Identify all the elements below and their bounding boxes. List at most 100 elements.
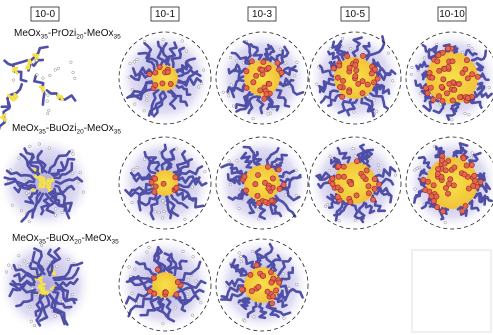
curcumin: [253, 182, 258, 187]
water-dot: [57, 67, 60, 70]
water-dot: [240, 260, 243, 263]
water-dot: [143, 109, 146, 112]
curcumin: [354, 193, 359, 198]
curcumin: [441, 77, 446, 82]
curcumin: [442, 66, 447, 71]
curcumin: [152, 291, 157, 296]
micelle: [404, 30, 493, 126]
water-dot: [202, 69, 205, 72]
water-dot: [146, 95, 149, 98]
curcumin: [244, 85, 249, 90]
water-dot: [341, 37, 344, 40]
column-header: 10-3: [252, 9, 272, 20]
curcumin: [258, 88, 263, 93]
curcumin: [436, 94, 441, 99]
water-dot: [377, 164, 380, 167]
curcumin: [448, 177, 453, 182]
curcumin: [255, 193, 260, 198]
curcumin: [472, 173, 477, 178]
curcumin: [347, 89, 352, 94]
subscript: 35: [113, 34, 121, 41]
water-dot: [71, 150, 74, 153]
curcumin: [173, 175, 178, 180]
water-dot: [174, 306, 177, 309]
water-dot: [338, 219, 341, 222]
polymer-chain: [39, 179, 40, 181]
water-dot: [129, 62, 132, 65]
curcumin: [248, 272, 253, 277]
curcumin: [423, 85, 428, 90]
curcumin: [243, 188, 248, 193]
curcumin: [445, 46, 450, 51]
water-dot: [468, 114, 471, 117]
water-dot: [42, 77, 45, 80]
water-dot: [54, 214, 57, 217]
micelle: [117, 237, 213, 333]
water-dot: [35, 59, 38, 62]
water-dot: [27, 194, 30, 197]
column-header: 10-5: [345, 9, 365, 20]
curcumin: [354, 159, 359, 164]
water-dot: [238, 207, 241, 210]
curcumin: [349, 182, 354, 187]
water-dot: [36, 73, 39, 76]
water-dot: [131, 201, 134, 204]
curcumin: [430, 75, 435, 80]
curcumin: [443, 168, 448, 173]
water-dot: [133, 61, 136, 64]
curcumin: [364, 168, 369, 173]
text-part: -MeOx: [83, 28, 113, 39]
curcumin: [462, 172, 467, 177]
water-dot: [187, 290, 190, 293]
water-dot: [18, 265, 21, 268]
water-dot: [184, 218, 187, 221]
curcumin: [337, 84, 342, 89]
curcumin: [270, 176, 275, 181]
curcumin: [463, 67, 468, 72]
curcumin: [153, 184, 158, 189]
water-dot: [329, 155, 332, 158]
text-part: MeOx: [12, 233, 39, 244]
curcumin: [452, 165, 457, 170]
curcumin: [457, 95, 462, 100]
curcumin: [452, 87, 457, 92]
curcumin: [439, 158, 444, 163]
curcumin: [366, 184, 371, 189]
water-dot: [23, 260, 26, 263]
water-dot: [131, 292, 134, 295]
water-dot: [470, 156, 473, 159]
water-dot: [353, 111, 356, 114]
curcumin: [249, 289, 254, 294]
curcumin: [450, 59, 455, 64]
curcumin: [168, 81, 173, 86]
column-header: 10-0: [35, 9, 55, 20]
curcumin: [274, 288, 279, 293]
micelle: [117, 135, 213, 231]
curcumin: [471, 183, 476, 188]
water-dot: [243, 320, 246, 323]
curcumin: [160, 81, 165, 86]
water-dot: [295, 169, 298, 172]
water-dot: [451, 118, 454, 121]
curcumin: [153, 82, 158, 87]
text-part: -PrOzi: [48, 28, 76, 39]
water-dot: [133, 268, 136, 271]
water-dot: [46, 112, 49, 115]
water-dot: [191, 186, 194, 189]
curcumin: [353, 73, 358, 78]
curcumin: [461, 156, 466, 161]
water-dot: [257, 218, 260, 221]
row-label: MeOx35-BuOx20-MeOx35: [12, 233, 119, 246]
curcumin: [460, 209, 465, 214]
water-dot: [222, 91, 225, 94]
curcumin: [439, 174, 444, 179]
water-dot: [416, 167, 419, 170]
water-dot: [349, 47, 352, 50]
water-dot: [377, 169, 380, 172]
curcumin: [431, 97, 436, 102]
water-dot: [33, 324, 36, 327]
curcumin: [260, 67, 265, 72]
water-dot: [279, 48, 282, 51]
water-dot: [143, 158, 146, 161]
water-dot: [28, 305, 31, 308]
